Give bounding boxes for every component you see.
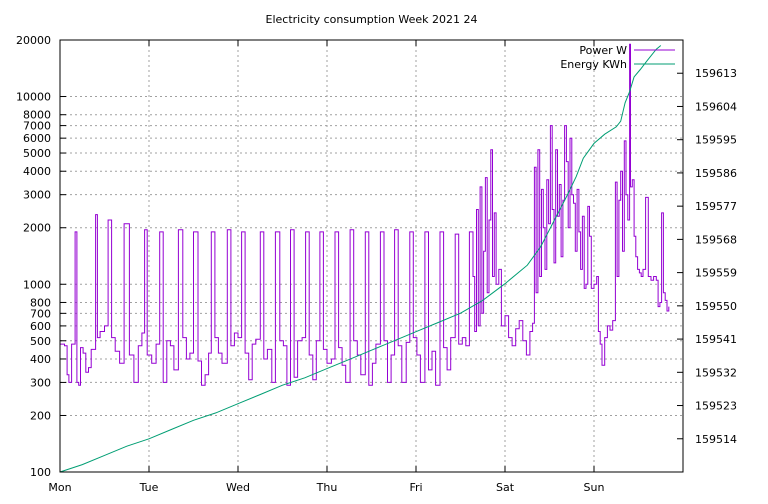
y-tick-label: 600 [30,320,51,333]
y-tick-label: 20000 [16,34,51,47]
chart-title: Electricity consumption Week 2021 24 [266,13,478,26]
y2-tick-label: 159523 [695,400,737,413]
plot-frame [59,39,684,473]
series-line-energy-kwh [59,45,662,473]
x-tick-label: Fri [409,481,422,494]
y2-tick-label: 159577 [695,200,737,213]
x-tick-label: Mon [48,481,71,494]
y2-tick-label: 159559 [695,267,737,280]
y-tick-label: 5000 [23,147,51,160]
y-tick-label: 10000 [16,91,51,104]
y-tick-label: 3000 [23,189,51,202]
x-tick-label: Tue [139,481,159,494]
legend-label-energy-kwh: Energy KWh [560,58,627,71]
grid-layer [60,40,683,472]
y-tick-label: 2000 [23,222,51,235]
y2-tick-label: 159568 [695,233,737,246]
y2-tick-label: 159532 [695,366,737,379]
y2-tick-label: 159586 [695,167,737,180]
y2-tick-label: 159604 [695,100,737,113]
x-tick-label: Wed [226,481,250,494]
y-tick-label: 800 [30,296,51,309]
y2-tick-label: 159514 [695,433,737,446]
y2-tick-label: 159595 [695,134,737,147]
y2-tick-label: 159541 [695,333,737,346]
y-tick-label: 100 [30,466,51,479]
y-tick-label: 500 [30,335,51,348]
y-tick-label: 200 [30,409,51,422]
y-tick-label: 6000 [23,132,51,145]
y-tick-label: 1000 [23,278,51,291]
x-tick-label: Thu [316,481,338,494]
series-line-power-w [60,43,670,386]
series-layer [59,43,670,473]
y-tick-label: 700 [30,307,51,320]
y-tick-label: 400 [30,353,51,366]
y-tick-label: 300 [30,376,51,389]
y-tick-label: 4000 [23,165,51,178]
y-tick-label: 7000 [23,120,51,133]
x-tick-label: Sun [584,481,605,494]
legend-label-power-w: Power W [579,44,627,57]
y-tick-label: 8000 [23,109,51,122]
y2-tick-label: 159613 [695,67,737,80]
x-tick-label: Sat [496,481,515,494]
y2-tick-label: 159550 [695,300,737,313]
